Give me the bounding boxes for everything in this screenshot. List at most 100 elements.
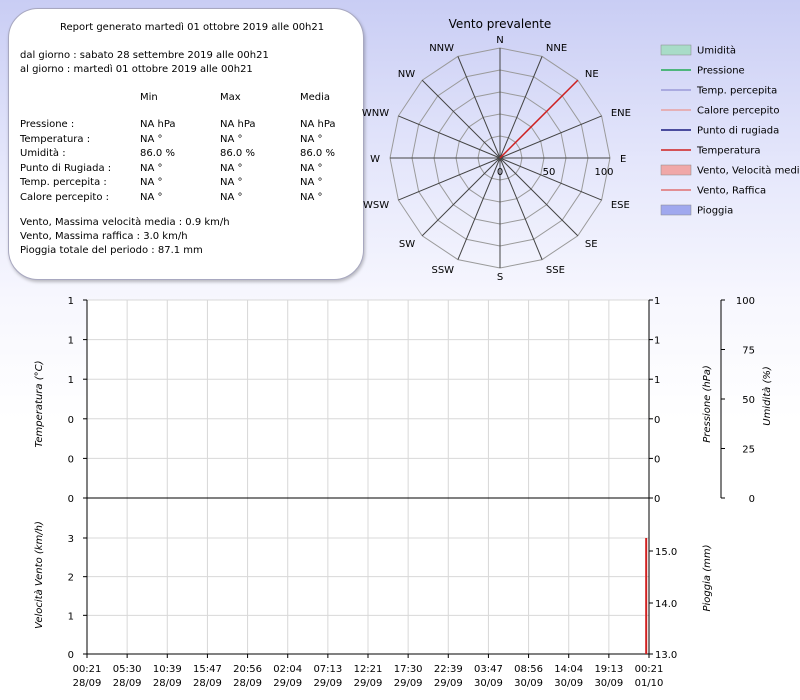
x-tick-time: 14:04 [554, 664, 583, 675]
legend-swatch [660, 204, 692, 216]
rose-spoke [421, 79, 501, 159]
temp-tick-label: 0 [68, 415, 74, 426]
x-tick-date: 01/10 [635, 678, 664, 689]
x-tick-date: 28/09 [113, 678, 142, 689]
x-tick-time: 00:21 [635, 664, 664, 675]
x-tick-time: 20:56 [233, 664, 262, 675]
legend-label: Calore percepito [697, 106, 779, 117]
legend-label: Vento, Raffica [697, 186, 766, 197]
rose-direction-label: ENE [611, 108, 631, 119]
stat-max: NA ° [220, 177, 243, 188]
legend-label: Temperatura [696, 146, 761, 157]
x-tick-date: 29/09 [313, 678, 342, 689]
rose-spoke [499, 157, 579, 237]
rose-direction-label: E [620, 154, 626, 165]
rose-direction-label: NNE [546, 43, 567, 54]
stat-avg: NA ° [300, 162, 323, 174]
stat-label: Calore percepito : [20, 191, 109, 203]
stat-min: NA ° [140, 133, 163, 145]
rose-value-line [499, 79, 579, 159]
stat-label: Temp. percepita : [20, 177, 107, 188]
rain-tick-label: 14.0 [655, 599, 677, 610]
rose-direction-label: SSW [431, 265, 454, 276]
temperature-axis-label: Temperatura (°C) [34, 361, 45, 448]
wind-axis-label: Velocità Vento (km/h) [33, 521, 45, 629]
x-tick-date: 28/09 [193, 678, 222, 689]
legend-swatch [660, 44, 692, 56]
temp-tick-label: 1 [68, 375, 74, 386]
legend-label: Punto di rugiada [697, 126, 779, 137]
stat-avg: 86.0 % [300, 148, 335, 159]
rose-spoke [421, 157, 501, 237]
period-from: dal giorno : sabato 28 settembre 2019 al… [20, 50, 269, 61]
x-tick-date: 29/09 [394, 678, 423, 689]
x-tick-date: 28/09 [73, 678, 102, 689]
stat-avg: NA ° [300, 177, 323, 188]
x-tick-date: 30/09 [514, 678, 543, 689]
x-tick-date: 29/09 [434, 678, 463, 689]
rose-direction-label: WNW [362, 108, 389, 119]
rose-radial-tick: 100 [594, 167, 613, 178]
wind-tick-label: 0 [68, 650, 74, 661]
x-tick-time: 08:56 [514, 664, 543, 675]
stat-min: 86.0 % [140, 148, 175, 159]
rose-direction-label: WSW [363, 200, 389, 211]
legend-swatch [660, 164, 692, 176]
stat-min: NA ° [140, 177, 163, 188]
rose-direction-label: NW [398, 69, 415, 80]
rose-direction-label: N [496, 35, 503, 46]
rose-direction-label: W [370, 154, 380, 165]
rose-spoke [457, 56, 501, 159]
humidity-tick-label: 100 [736, 296, 755, 307]
stat-max: NA ° [220, 191, 243, 203]
rose-direction-label: SW [399, 239, 415, 250]
rose-spoke [499, 115, 602, 159]
pressure-tick-label: 0 [654, 454, 660, 465]
x-tick-time: 12:21 [354, 664, 383, 675]
wind-gust-summary: Vento, Massima raffica : 3.0 km/h [20, 231, 188, 242]
stat-label: Punto di Rugiada : [20, 162, 112, 174]
stat-max: NA ° [220, 162, 243, 174]
x-tick-date: 29/09 [354, 678, 383, 689]
x-tick-time: 03:47 [474, 664, 503, 675]
stat-label: Umidità : [20, 148, 66, 159]
rose-spoke [398, 157, 501, 201]
stat-min: NA ° [140, 162, 163, 174]
stat-avg: NA ° [300, 191, 323, 203]
x-tick-time: 05:30 [113, 664, 142, 675]
header-max: Max [220, 92, 241, 103]
rain-tick-label: 13.0 [655, 650, 677, 661]
period-to: al giorno : martedì 01 ottobre 2019 alle… [20, 64, 253, 75]
stat-min: NA hPa [140, 119, 176, 130]
rose-direction-label: SE [585, 239, 598, 250]
x-tick-date: 30/09 [554, 678, 583, 689]
humidity-tick-label: 25 [742, 445, 755, 456]
x-tick-time: 17:30 [394, 664, 423, 675]
wind-tick-label: 1 [68, 611, 74, 622]
rose-spoke [499, 157, 543, 260]
wind-tick-label: 2 [68, 573, 74, 584]
stat-label: Temperatura : [20, 133, 91, 145]
stat-min: NA ° [140, 191, 163, 203]
x-tick-date: 30/09 [594, 678, 623, 689]
rose-direction-label: S [497, 272, 503, 283]
stat-max: NA ° [220, 133, 243, 145]
rose-direction-label: NE [585, 69, 599, 80]
pressure-tick-label: 1 [654, 375, 660, 386]
legend-label: Vento, Velocità media [697, 165, 800, 177]
legend-label: Umidità [697, 45, 736, 57]
rain-summary: Pioggia totale del periodo : 87.1 mm [20, 245, 203, 256]
stat-label: Pressione : [20, 119, 75, 130]
stat-avg: NA ° [300, 133, 323, 145]
rose-direction-label: NNW [429, 43, 454, 54]
stat-max: 86.0 % [220, 148, 255, 159]
wind-avg-summary: Vento, Massima velocità media : 0.9 km/h [20, 217, 230, 228]
rose-radial-tick: 50 [543, 167, 556, 178]
summary-panel [8, 8, 364, 280]
rose-direction-label: SSE [546, 265, 565, 276]
rose-spoke [457, 157, 501, 260]
rose-spoke [499, 157, 602, 201]
x-tick-date: 29/09 [273, 678, 302, 689]
